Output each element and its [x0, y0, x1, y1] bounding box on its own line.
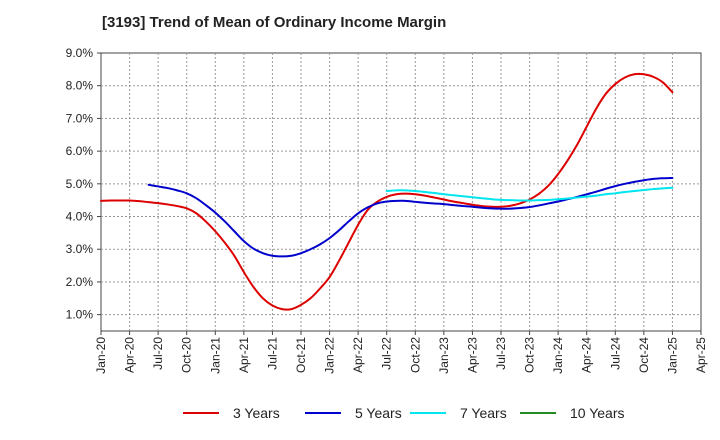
- y-tick-label: 6.0%: [66, 144, 94, 158]
- x-tick-label: Apr-20: [123, 337, 137, 373]
- legend-label: 3 Years: [233, 405, 280, 421]
- legend-label: 10 Years: [570, 405, 625, 421]
- legend-item-3-years: 3 Years: [183, 405, 280, 421]
- x-tick-label: Oct-23: [523, 337, 537, 373]
- x-tick-label: Oct-21: [294, 337, 308, 373]
- x-tick-label: Jan-25: [665, 337, 679, 374]
- legend-label: 5 Years: [355, 405, 402, 421]
- legend-swatch: [305, 412, 341, 414]
- x-tick-label: Jan-21: [208, 337, 222, 374]
- x-tick-label: Jul-23: [494, 337, 508, 370]
- series-line-7-years: [385, 186, 674, 202]
- legend-swatch: [183, 412, 219, 414]
- y-tick-label: 1.0%: [66, 308, 94, 322]
- y-tick-label: 2.0%: [66, 275, 94, 289]
- x-tick-label: Jul-24: [608, 337, 622, 370]
- legend-label: 7 Years: [460, 405, 507, 421]
- y-tick-label: 8.0%: [66, 79, 94, 93]
- y-tick-label: 7.0%: [66, 111, 94, 125]
- legend-swatch: [520, 412, 556, 414]
- x-tick-label: Apr-25: [694, 337, 708, 373]
- y-tick-label: 4.0%: [66, 210, 94, 224]
- y-tick-label: 5.0%: [66, 177, 94, 191]
- legend-item-7-years: 7 Years: [410, 405, 507, 421]
- x-tick-label: Jul-21: [265, 337, 279, 370]
- x-tick-label: Jul-22: [380, 337, 394, 370]
- legend-item-5-years: 5 Years: [305, 405, 402, 421]
- chart-legend: 3 Years 5 Years 7 Years 10 Years: [0, 405, 720, 425]
- series-line-3-years: [100, 72, 674, 311]
- x-tick-label: Jan-24: [551, 337, 565, 374]
- series-line-5-years: [147, 176, 674, 258]
- y-tick-label: 9.0%: [66, 46, 94, 60]
- x-tick-label: Jan-20: [94, 337, 108, 374]
- x-tick-label: Jan-23: [437, 337, 451, 374]
- x-tick-label: Oct-22: [408, 337, 422, 373]
- x-tick-label: Apr-22: [351, 337, 365, 373]
- x-tick-label: Oct-20: [180, 337, 194, 373]
- x-tick-label: Oct-24: [637, 337, 651, 373]
- chart-title: [3193] Trend of Mean of Ordinary Income …: [102, 14, 447, 31]
- x-tick-label: Jan-22: [323, 337, 337, 374]
- y-tick-label: 3.0%: [66, 242, 94, 256]
- legend-swatch: [410, 412, 446, 414]
- legend-item-10-years: 10 Years: [520, 405, 625, 421]
- plot-area: [100, 52, 702, 332]
- x-tick-label: Apr-23: [465, 337, 479, 373]
- x-tick-label: Apr-24: [580, 337, 594, 373]
- x-tick-label: Jul-20: [151, 337, 165, 370]
- x-tick-label: Apr-21: [237, 337, 251, 373]
